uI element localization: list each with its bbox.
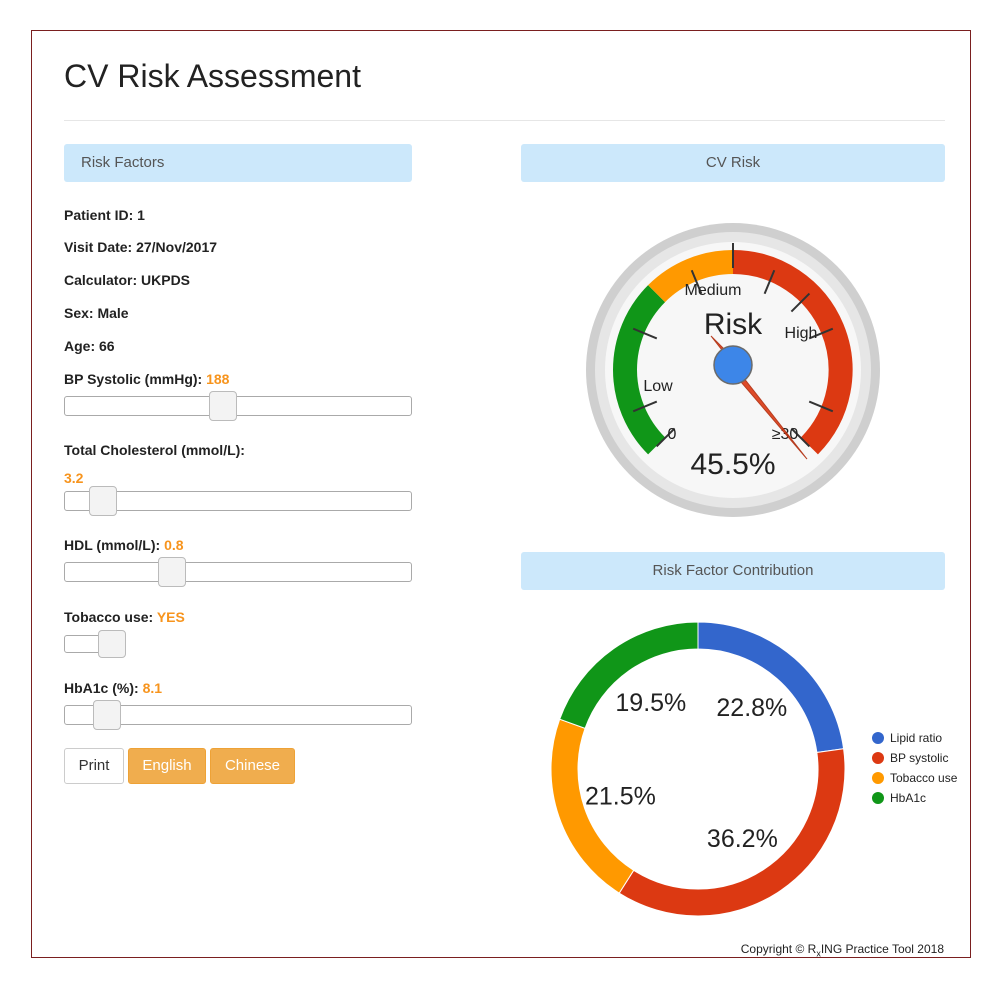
hba1c-label-text: HbA1c (%): <box>64 680 139 696</box>
english-button[interactable]: English <box>128 748 206 784</box>
title-divider <box>64 120 945 121</box>
tobacco-value: YES <box>156 609 185 625</box>
hba1c-slider[interactable] <box>64 700 412 730</box>
donut-data-label: 22.8% <box>716 694 787 722</box>
cholesterol-slider[interactable] <box>64 486 412 516</box>
gauge-label-high: High <box>785 325 818 342</box>
bp-systolic-label: BP Systolic (mmHg): 188 <box>64 371 229 387</box>
cv-risk-header: CV Risk <box>521 144 945 182</box>
tobacco-label: Tobacco use: YES <box>64 609 185 625</box>
legend-item-lipid-ratio: Lipid ratio <box>872 730 957 750</box>
bp-systolic-slider[interactable] <box>64 391 412 421</box>
legend-item-hba1c: HbA1c <box>872 790 957 810</box>
donut-data-label: 36.2% <box>707 825 778 853</box>
donut-data-label: 21.5% <box>585 783 656 811</box>
risk-factor-contribution-header: Risk Factor Contribution <box>521 552 945 590</box>
gauge-label-medium: Medium <box>685 282 742 299</box>
cholesterol-label: Total Cholesterol (mmol/L): <box>64 442 245 458</box>
legend-swatch <box>872 752 884 764</box>
visit-date: Visit Date: 27/Nov/2017 <box>64 239 218 255</box>
legend-label: BP systolic <box>890 751 949 765</box>
gauge-max-label: ≥30 <box>772 426 799 443</box>
gauge-title: Risk <box>704 308 763 341</box>
hdl-slider[interactable] <box>64 557 412 587</box>
hdl-label: HDL (mmol/L): 0.8 <box>64 537 184 553</box>
hba1c-label: HbA1c (%): 8.1 <box>64 680 162 696</box>
bp-systolic-slider-handle[interactable] <box>209 391 237 421</box>
app-frame <box>31 30 971 958</box>
gauge-value: 45.5% <box>690 448 775 481</box>
sex: Sex: Male <box>64 305 129 321</box>
hdl-slider-handle[interactable] <box>158 557 186 587</box>
copyright-prefix: Copyright © R <box>740 942 817 956</box>
legend-swatch <box>872 792 884 804</box>
gauge-medium-band <box>648 249 734 303</box>
bp-systolic-value: 188 <box>206 371 230 387</box>
legend-label: Tobacco use <box>890 771 958 785</box>
hdl-label-text: HDL (mmol/L): <box>64 537 161 553</box>
gauge-label-low: Low <box>643 378 673 395</box>
print-button[interactable]: Print <box>64 748 124 784</box>
tobacco-toggle-knob[interactable] <box>98 630 126 658</box>
chinese-button[interactable]: Chinese <box>210 748 295 784</box>
copyright-suffix: ING Practice Tool 2018 <box>820 942 944 956</box>
legend-swatch <box>872 732 884 744</box>
legend-item-tobacco-use: Tobacco use <box>872 770 957 790</box>
cholesterol-value: 3.2 <box>64 470 84 486</box>
donut-legend: Lipid ratio BP systolic Tobacco use HbA1… <box>872 730 957 810</box>
legend-item-bp-systolic: BP systolic <box>872 750 957 770</box>
donut-data-label: 19.5% <box>615 689 686 717</box>
tobacco-toggle[interactable] <box>64 630 126 658</box>
bp-systolic-label-text: BP Systolic (mmHg): <box>64 371 203 387</box>
gauge-low-band <box>612 285 666 455</box>
cholesterol-value-row: 3.2 <box>64 470 83 486</box>
risk-gauge: Medium Risk High Low 0 ≥30 45.5% <box>586 223 880 517</box>
cholesterol-slider-handle[interactable] <box>89 486 117 516</box>
risk-factors-header: Risk Factors <box>64 144 412 182</box>
age: Age: 66 <box>64 338 115 354</box>
donut-slice-hba1c <box>559 622 699 729</box>
hba1c-value: 8.1 <box>142 680 163 696</box>
page-title: CV Risk Assessment <box>64 58 361 94</box>
legend-label: HbA1c <box>890 791 927 805</box>
gauge-min-label: 0 <box>668 426 677 443</box>
tobacco-label-text: Tobacco use: <box>64 609 154 625</box>
risk-contribution-donut-chart: 22.8% 36.2% 21.5% 19.5% <box>550 622 846 917</box>
copyright-sub: x <box>816 948 821 959</box>
hdl-value: 0.8 <box>164 537 184 553</box>
copyright-footer: Copyright © RxING Practice Tool 2018 <box>741 942 944 958</box>
legend-swatch <box>872 772 884 784</box>
calculator: Calculator: UKPDS <box>64 272 191 288</box>
legend-label: Lipid ratio <box>890 731 943 745</box>
gauge-major-ticks <box>632 243 834 448</box>
hba1c-slider-handle[interactable] <box>93 700 121 730</box>
patient-id: Patient ID: 1 <box>64 207 145 223</box>
donut-slice-lipid-ratio <box>697 622 845 754</box>
gauge-hub <box>713 345 753 385</box>
